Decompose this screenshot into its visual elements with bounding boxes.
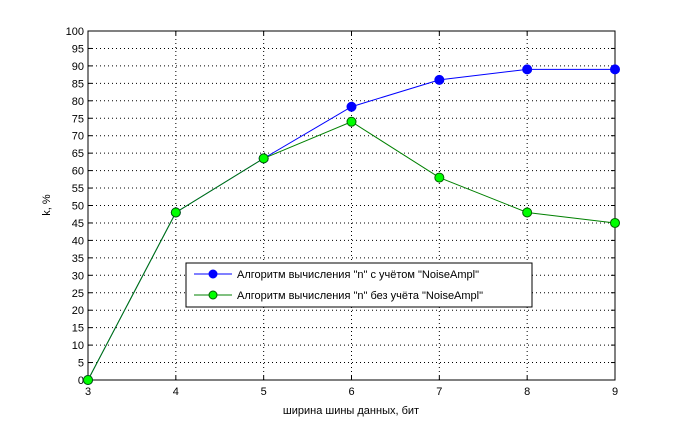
y-tick-label: 60 [72,166,84,178]
y-tick-label: 90 [72,61,84,73]
legend: Алгоритм вычисления "n" с учётом "NoiseA… [185,262,533,308]
y-tick-label: 50 [72,201,84,213]
x-tick-label: 5 [261,386,267,398]
data-point-0 [346,101,357,112]
y-tick-label: 65 [72,148,84,160]
y-tick-label: 15 [72,323,84,335]
y-tick-label: 25 [72,288,84,300]
y-tick-label: 70 [72,131,84,143]
y-tick-label: 5 [78,358,84,370]
series-lines [83,64,620,385]
x-tick-label: 4 [173,386,179,398]
y-tick-label: 30 [72,270,84,282]
data-point-1 [346,116,357,127]
y-tick-label: 0 [78,375,84,387]
x-axis-label: ширина шины данных, бит [283,405,419,417]
legend-label-1: Алгоритм вычисления "n" без учёта "Noise… [237,290,483,302]
data-point-0 [434,74,445,85]
legend-label-0: Алгоритм вычисления "n" с учётом "NoiseA… [237,269,479,281]
y-tick-label: 100 [66,26,84,38]
y-tick-label: 40 [72,235,84,247]
y-tick-label: 80 [72,96,84,108]
y-tick-label: 55 [72,183,84,195]
series-line-1 [87,121,616,381]
x-tick-label: 8 [524,386,530,398]
ticks: 0510152025303540455055606570758085909510… [66,26,618,398]
x-tick-label: 9 [612,386,618,398]
data-point-1 [83,375,93,385]
y-tick-label: 20 [72,305,84,317]
data-point-1 [610,217,620,228]
x-tick-label: 3 [85,386,91,398]
legend-marker-0 [208,269,218,279]
legend-marker-1 [208,290,218,300]
data-point-1 [434,172,445,183]
y-tick-label: 45 [72,218,84,230]
y-tick-label: 85 [72,78,84,90]
y-axis-label: k, % [41,194,53,216]
legend-box [185,262,533,308]
grid [88,31,615,380]
x-tick-label: 6 [348,386,354,398]
y-tick-label: 35 [72,253,84,265]
x-tick-label: 7 [436,386,442,398]
data-point-0 [610,64,620,75]
data-point-1 [258,153,269,164]
data-point-1 [170,207,181,218]
y-tick-label: 95 [72,43,84,55]
y-tick-label: 10 [72,340,84,352]
data-point-1 [522,207,533,218]
data-point-0 [522,64,533,75]
y-tick-label: 75 [72,113,84,125]
